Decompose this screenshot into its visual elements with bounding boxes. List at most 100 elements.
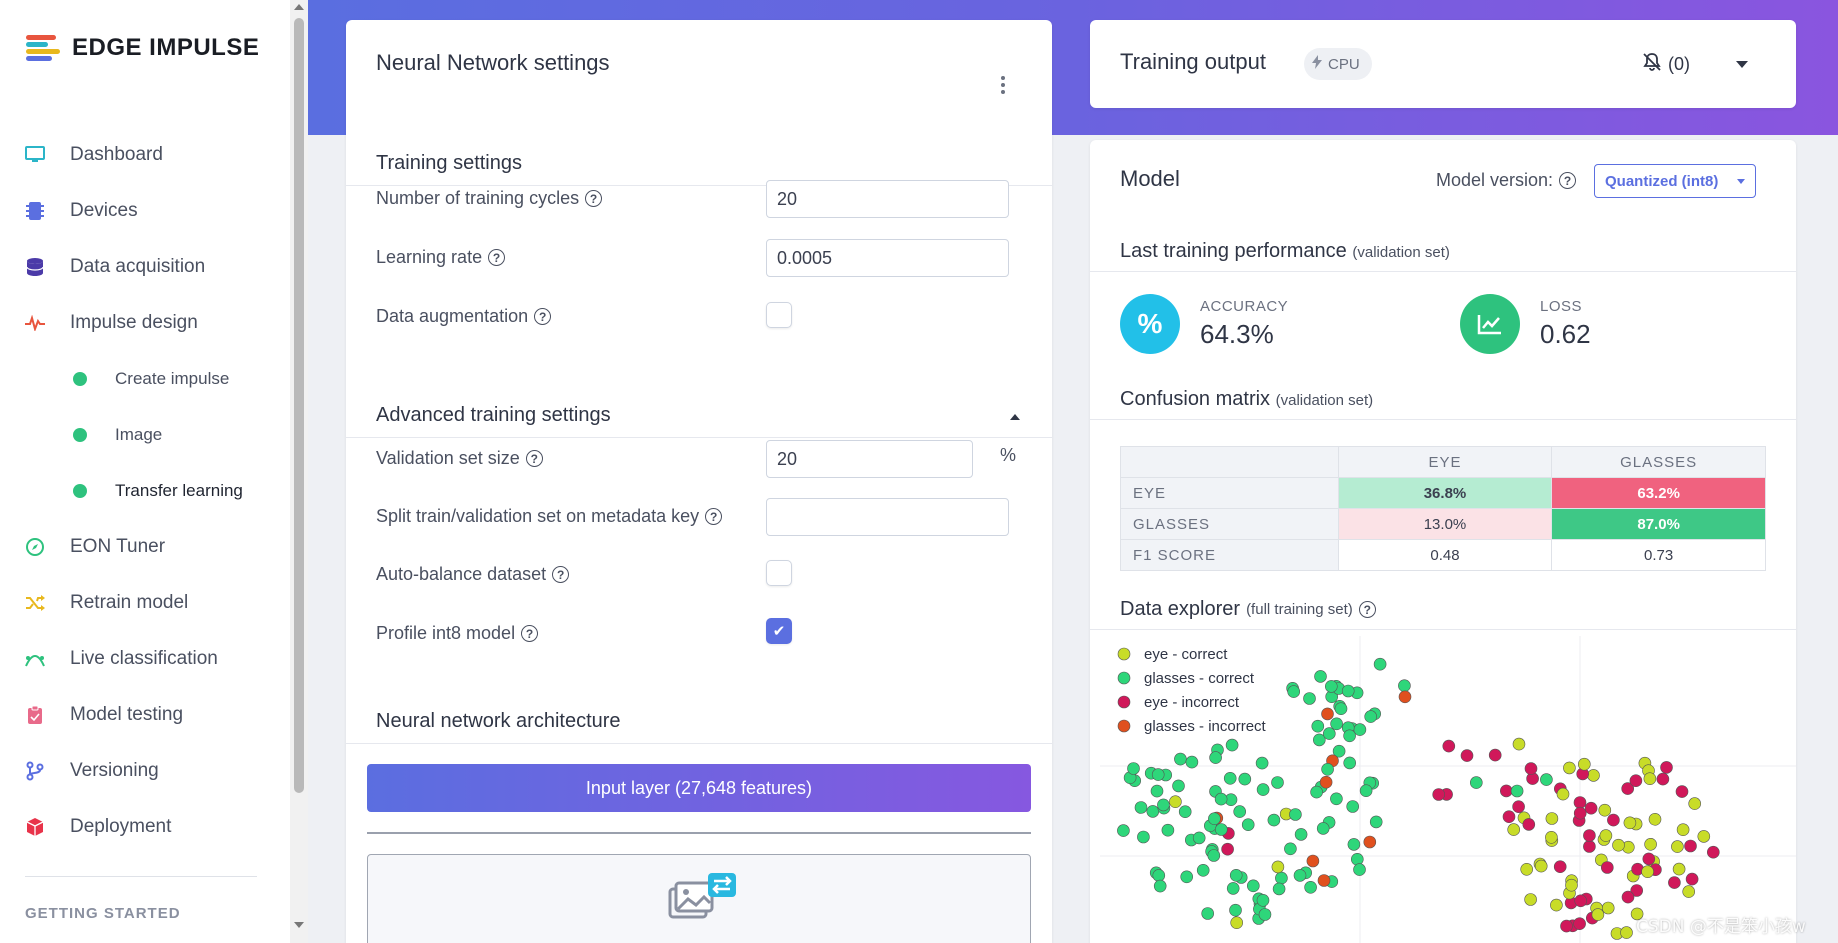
- data-point[interactable]: [1317, 874, 1331, 887]
- data-point[interactable]: [1671, 840, 1684, 853]
- data-point[interactable]: [1398, 679, 1411, 693]
- legend-item[interactable]: eye - correct: [1117, 646, 1228, 663]
- data-point[interactable]: [1178, 805, 1192, 818]
- data-point[interactable]: [1306, 854, 1320, 868]
- data-point[interactable]: [1196, 864, 1210, 877]
- data-point[interactable]: [1256, 783, 1270, 796]
- data-point[interactable]: [1510, 784, 1524, 798]
- help-icon[interactable]: ?: [1559, 172, 1577, 189]
- data-point[interactable]: [1656, 772, 1670, 786]
- data-point[interactable]: [1293, 869, 1307, 882]
- data-point[interactable]: [1287, 685, 1300, 698]
- legend-item[interactable]: eye - incorrect: [1117, 694, 1240, 711]
- data-point[interactable]: [1565, 878, 1578, 892]
- help-icon[interactable]: ?: [488, 249, 506, 266]
- data-point[interactable]: [1442, 739, 1456, 753]
- data-point[interactable]: [1601, 901, 1615, 915]
- data-point[interactable]: [1642, 852, 1656, 866]
- data-point[interactable]: [1672, 862, 1686, 876]
- data-point[interactable]: [1157, 798, 1170, 812]
- data-point[interactable]: [1359, 784, 1373, 797]
- data-point[interactable]: [1185, 755, 1199, 769]
- data-point[interactable]: [1499, 784, 1513, 798]
- legend-item[interactable]: glasses - incorrect: [1117, 718, 1267, 735]
- data-point[interactable]: [1550, 898, 1563, 912]
- data-point[interactable]: [1643, 772, 1657, 785]
- data-point[interactable]: [1573, 806, 1587, 820]
- sidebar-item-versioning[interactable]: Versioning: [0, 751, 270, 791]
- data-point[interactable]: [1321, 707, 1334, 721]
- data-point[interactable]: [1688, 797, 1702, 810]
- data-point[interactable]: [1623, 816, 1637, 830]
- data-point[interactable]: [1316, 822, 1330, 835]
- data-point[interactable]: [1334, 702, 1348, 715]
- data-point[interactable]: [1146, 805, 1160, 818]
- data-point[interactable]: [1319, 775, 1333, 789]
- data-point[interactable]: [1573, 917, 1586, 931]
- data-point[interactable]: [1469, 776, 1483, 789]
- data-point[interactable]: [1303, 692, 1316, 705]
- data-point[interactable]: [1520, 863, 1534, 876]
- data-point[interactable]: [1304, 881, 1317, 894]
- auto-balance-checkbox[interactable]: [766, 560, 792, 586]
- data-point[interactable]: [1599, 829, 1613, 842]
- data-point[interactable]: [1432, 788, 1446, 801]
- data-point[interactable]: [1488, 748, 1502, 762]
- profile-int8-checkbox[interactable]: ✔: [766, 618, 792, 644]
- data-point[interactable]: [1325, 680, 1338, 693]
- data-point[interactable]: [1134, 801, 1148, 814]
- data-point[interactable]: [1241, 818, 1255, 831]
- help-icon[interactable]: ?: [525, 450, 543, 467]
- data-point[interactable]: [1629, 774, 1643, 787]
- validation-size-input[interactable]: [766, 440, 973, 478]
- data-point[interactable]: [1607, 813, 1620, 827]
- data-point[interactable]: [1641, 865, 1654, 878]
- data-point[interactable]: [1350, 853, 1364, 866]
- sidebar-item-impulse-design[interactable]: Impulse design: [0, 303, 270, 343]
- data-point[interactable]: [1323, 727, 1336, 740]
- data-point[interactable]: [1524, 893, 1537, 906]
- data-point[interactable]: [1207, 849, 1221, 862]
- help-icon[interactable]: ?: [705, 508, 723, 525]
- data-point[interactable]: [1563, 761, 1576, 775]
- data-point[interactable]: [1346, 800, 1359, 813]
- data-point[interactable]: [1330, 717, 1343, 731]
- data-point[interactable]: [1310, 785, 1323, 799]
- data-point[interactable]: [1343, 729, 1356, 743]
- data-point[interactable]: [1215, 823, 1228, 836]
- data-point[interactable]: [1150, 784, 1164, 798]
- data-point[interactable]: [1524, 762, 1538, 775]
- data-point[interactable]: [1512, 737, 1526, 751]
- data-point[interactable]: [1330, 792, 1343, 806]
- data-point[interactable]: [1573, 796, 1587, 809]
- data-point[interactable]: [1230, 916, 1243, 930]
- data-point[interactable]: [1353, 863, 1366, 876]
- data-point[interactable]: [1238, 772, 1252, 786]
- data-point[interactable]: [1540, 773, 1553, 786]
- data-point[interactable]: [1600, 861, 1614, 874]
- sidebar-subitem-image[interactable]: Image: [0, 416, 270, 454]
- data-point[interactable]: [1373, 657, 1387, 671]
- data-point[interactable]: [1587, 769, 1600, 782]
- data-point[interactable]: [1284, 842, 1297, 856]
- split-metadata-input[interactable]: [766, 498, 1009, 536]
- data-point[interactable]: [1258, 908, 1272, 921]
- data-point[interactable]: [1289, 808, 1302, 821]
- data-point[interactable]: [1172, 779, 1185, 793]
- data-point[interactable]: [1226, 882, 1240, 895]
- add-layer-area[interactable]: [367, 854, 1031, 943]
- data-point[interactable]: [1648, 813, 1662, 826]
- data-point[interactable]: [1169, 795, 1182, 808]
- data-point[interactable]: [1208, 812, 1221, 825]
- data-point[interactable]: [1153, 879, 1167, 893]
- sidebar-subitem-transfer-learning[interactable]: Transfer learning: [0, 472, 270, 510]
- data-point[interactable]: [1612, 838, 1625, 852]
- data-point[interactable]: [1560, 919, 1573, 933]
- data-point[interactable]: [1364, 710, 1378, 723]
- data-point[interactable]: [1272, 882, 1286, 896]
- legend-item[interactable]: glasses - correct: [1117, 670, 1255, 687]
- sidebar-item-live-classification[interactable]: Live classification: [0, 639, 270, 679]
- advanced-settings-header[interactable]: Advanced training settings: [346, 392, 1052, 438]
- scroll-down-icon[interactable]: [294, 922, 304, 928]
- data-point[interactable]: [1675, 785, 1689, 798]
